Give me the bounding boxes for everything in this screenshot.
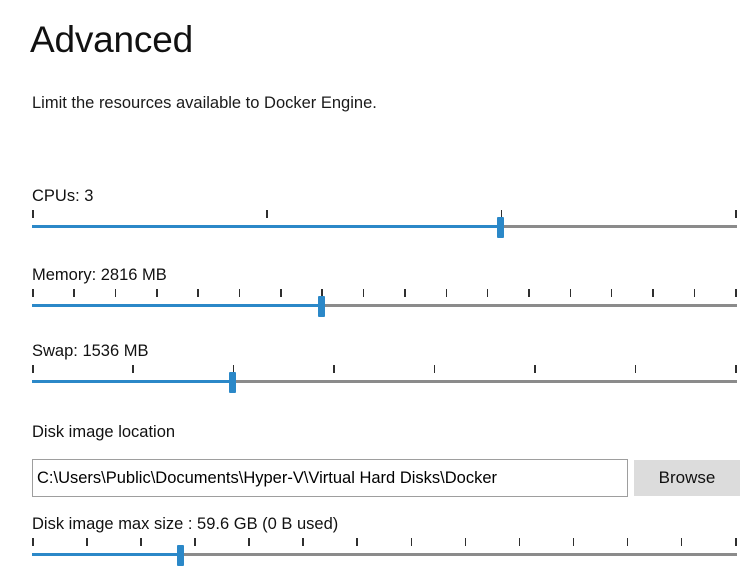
slider-tick (32, 365, 34, 373)
swap-slider-track-fill (32, 380, 233, 383)
cpus-slider-ticks (32, 210, 737, 219)
swap-slider-label: Swap: 1536 MB (32, 342, 149, 360)
slider-tick (500, 210, 503, 218)
slider-tick (735, 538, 737, 546)
slider-tick (464, 538, 467, 546)
slider-tick (652, 289, 654, 297)
slider-tick (156, 289, 158, 297)
slider-tick (266, 210, 268, 218)
slider-tick (232, 365, 235, 373)
slider-tick (486, 289, 489, 297)
slider-tick (32, 210, 34, 218)
cpus-slider[interactable] (32, 210, 737, 246)
slider-tick (194, 538, 196, 546)
slider-tick (735, 289, 737, 297)
memory-slider[interactable] (32, 289, 737, 325)
disk-size-slider-ticks (32, 538, 737, 547)
slider-tick (238, 289, 241, 297)
slider-tick (569, 289, 572, 297)
memory-slider-label: Memory: 2816 MB (32, 266, 167, 284)
slider-tick (32, 289, 34, 297)
slider-tick (610, 289, 613, 297)
disk-image-location-label: Disk image location (32, 423, 176, 441)
slider-tick (433, 365, 436, 373)
disk-size-slider-track-fill (32, 553, 181, 556)
slider-tick (362, 289, 365, 297)
browse-button[interactable]: Browse (634, 460, 740, 496)
disk-size-slider[interactable] (32, 538, 737, 574)
slider-tick (634, 365, 637, 373)
memory-slider-track-fill (32, 304, 322, 307)
swap-slider-track[interactable] (32, 380, 737, 383)
slider-tick (321, 289, 323, 297)
slider-tick (693, 289, 696, 297)
slider-tick (248, 538, 250, 546)
memory-slider-ticks (32, 289, 737, 298)
slider-tick (302, 538, 304, 546)
slider-tick (626, 538, 629, 546)
slider-tick (356, 538, 358, 546)
slider-tick (333, 365, 335, 373)
slider-tick (114, 289, 117, 297)
page-subtitle: Limit the resources available to Docker … (32, 94, 377, 112)
slider-tick (572, 538, 575, 546)
slider-tick (518, 538, 521, 546)
slider-tick (680, 538, 683, 546)
swap-slider-thumb[interactable] (229, 372, 237, 393)
slider-tick (280, 289, 282, 297)
slider-tick (404, 289, 406, 297)
disk-image-location-input[interactable] (32, 459, 628, 497)
memory-slider-track[interactable] (32, 304, 737, 307)
slider-tick (445, 289, 448, 297)
slider-tick (132, 365, 134, 373)
slider-tick (197, 289, 199, 297)
swap-slider[interactable] (32, 365, 737, 401)
slider-tick (86, 538, 88, 546)
slider-tick (735, 210, 737, 218)
slider-tick (735, 365, 737, 373)
slider-tick (140, 538, 142, 546)
slider-tick (410, 538, 413, 546)
disk-size-slider-thumb[interactable] (177, 545, 185, 566)
page-title: Advanced (30, 19, 193, 60)
cpus-slider-thumb[interactable] (497, 217, 505, 238)
slider-tick (73, 289, 75, 297)
cpus-slider-track-fill (32, 225, 501, 228)
disk-size-slider-track[interactable] (32, 553, 737, 556)
slider-tick (534, 365, 536, 373)
memory-slider-thumb[interactable] (317, 296, 325, 317)
disk-size-slider-label: Disk image max size : 59.6 GB (0 B used) (32, 515, 339, 533)
swap-slider-ticks (32, 365, 737, 374)
slider-tick (32, 538, 34, 546)
slider-tick (528, 289, 530, 297)
cpus-slider-label: CPUs: 3 (32, 187, 94, 205)
